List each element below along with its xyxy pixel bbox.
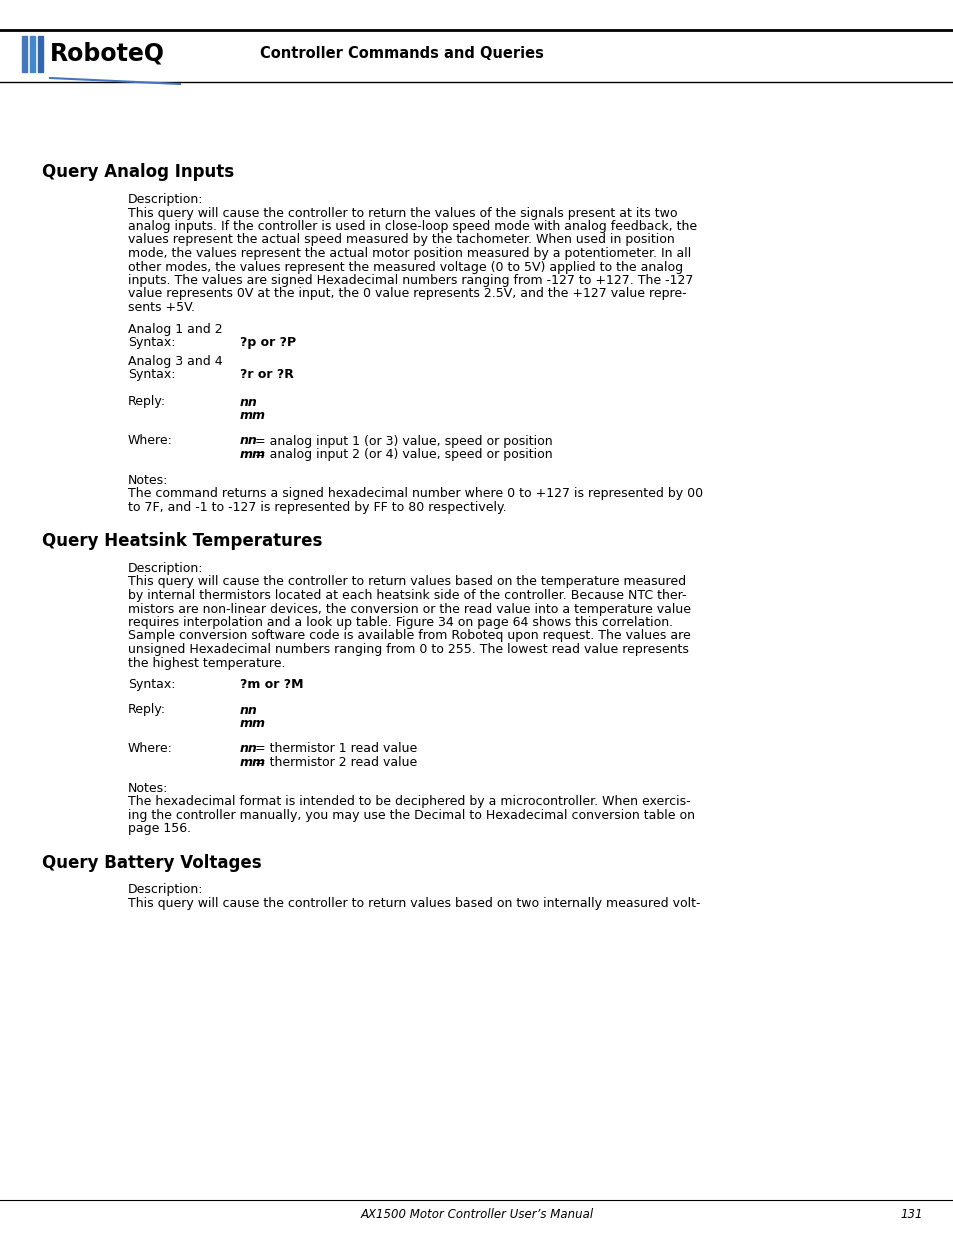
Text: = thermistor 1 read value: = thermistor 1 read value: [251, 742, 417, 756]
Text: mistors are non-linear devices, the conversion or the read value into a temperat: mistors are non-linear devices, the conv…: [128, 603, 690, 615]
Text: This query will cause the controller to return values based on two internally me: This query will cause the controller to …: [128, 897, 700, 910]
Text: page 156.: page 156.: [128, 823, 191, 835]
Text: mm: mm: [240, 409, 266, 422]
Text: nn: nn: [240, 742, 257, 756]
Text: by internal thermistors located at each heatsink side of the controller. Because: by internal thermistors located at each …: [128, 589, 686, 601]
Text: Query Heatsink Temperatures: Query Heatsink Temperatures: [42, 532, 322, 550]
Text: = analog input 1 (or 3) value, speed or position: = analog input 1 (or 3) value, speed or …: [251, 435, 552, 447]
Text: mm: mm: [240, 756, 266, 769]
Text: Reply:: Reply:: [128, 704, 166, 716]
Text: nn: nn: [240, 704, 257, 716]
Text: Description:: Description:: [128, 562, 203, 576]
Text: RoboteQ: RoboteQ: [50, 42, 165, 65]
Text: Notes:: Notes:: [128, 473, 168, 487]
Text: Analog 3 and 4: Analog 3 and 4: [128, 354, 222, 368]
Text: unsigned Hexadecimal numbers ranging from 0 to 255. The lowest read value repres: unsigned Hexadecimal numbers ranging fro…: [128, 643, 688, 656]
Text: mode, the values represent the actual motor position measured by a potentiometer: mode, the values represent the actual mo…: [128, 247, 691, 261]
Text: Notes:: Notes:: [128, 782, 168, 794]
Text: nn: nn: [240, 435, 257, 447]
Bar: [38, 36, 43, 72]
Text: ing the controller manually, you may use the Decimal to Hexadecimal conversion t: ing the controller manually, you may use…: [128, 809, 695, 821]
Text: requires interpolation and a look up table. Figure 34 on page 64 shows this corr: requires interpolation and a look up tab…: [128, 616, 673, 629]
Text: Controller Commands and Queries: Controller Commands and Queries: [260, 47, 543, 62]
Text: Sample conversion software code is available from Roboteq upon request. The valu: Sample conversion software code is avail…: [128, 630, 690, 642]
Text: This query will cause the controller to return values based on the temperature m: This query will cause the controller to …: [128, 576, 685, 589]
Text: Query Analog Inputs: Query Analog Inputs: [42, 163, 233, 182]
Text: mm: mm: [240, 718, 266, 730]
Text: Where:: Where:: [128, 435, 172, 447]
Text: sents +5V.: sents +5V.: [128, 301, 194, 314]
Text: = thermistor 2 read value: = thermistor 2 read value: [251, 756, 417, 769]
Bar: [30, 36, 35, 72]
Text: Analog 1 and 2: Analog 1 and 2: [128, 322, 222, 336]
Text: to 7F, and -1 to -127 is represented by FF to 80 respectively.: to 7F, and -1 to -127 is represented by …: [128, 500, 506, 514]
Text: Reply:: Reply:: [128, 395, 166, 409]
Bar: [22, 36, 27, 72]
Text: analog inputs. If the controller is used in close-loop speed mode with analog fe: analog inputs. If the controller is used…: [128, 220, 697, 233]
Text: Where:: Where:: [128, 742, 172, 756]
Text: AX1500 Motor Controller User’s Manual: AX1500 Motor Controller User’s Manual: [360, 1209, 593, 1221]
Text: Syntax:: Syntax:: [128, 368, 175, 382]
Text: ?r or ?R: ?r or ?R: [240, 368, 294, 382]
Text: ?m or ?M: ?m or ?M: [240, 678, 303, 692]
Text: Query Battery Voltages: Query Battery Voltages: [42, 853, 261, 872]
Text: Description:: Description:: [128, 883, 203, 897]
Text: value represents 0V at the input, the 0 value represents 2.5V, and the +127 valu: value represents 0V at the input, the 0 …: [128, 288, 686, 300]
Text: ?p or ?P: ?p or ?P: [240, 336, 295, 350]
Text: other modes, the values represent the measured voltage (0 to 5V) applied to the : other modes, the values represent the me…: [128, 261, 682, 273]
Text: Syntax:: Syntax:: [128, 336, 175, 350]
Text: the highest temperature.: the highest temperature.: [128, 657, 285, 669]
Text: The command returns a signed hexadecimal number where 0 to +127 is represented b: The command returns a signed hexadecimal…: [128, 487, 702, 500]
Text: 131: 131: [899, 1209, 922, 1221]
Text: The hexadecimal format is intended to be deciphered by a microcontroller. When e: The hexadecimal format is intended to be…: [128, 795, 690, 808]
Text: inputs. The values are signed Hexadecimal numbers ranging from -127 to +127. The: inputs. The values are signed Hexadecima…: [128, 274, 693, 287]
Text: mm: mm: [240, 448, 266, 461]
Text: = analog input 2 (or 4) value, speed or position: = analog input 2 (or 4) value, speed or …: [251, 448, 552, 461]
Text: This query will cause the controller to return the values of the signals present: This query will cause the controller to …: [128, 206, 677, 220]
Text: values represent the actual speed measured by the tachometer. When used in posit: values represent the actual speed measur…: [128, 233, 674, 247]
Text: Syntax:: Syntax:: [128, 678, 175, 692]
Text: Description:: Description:: [128, 193, 203, 206]
Text: nn: nn: [240, 395, 257, 409]
